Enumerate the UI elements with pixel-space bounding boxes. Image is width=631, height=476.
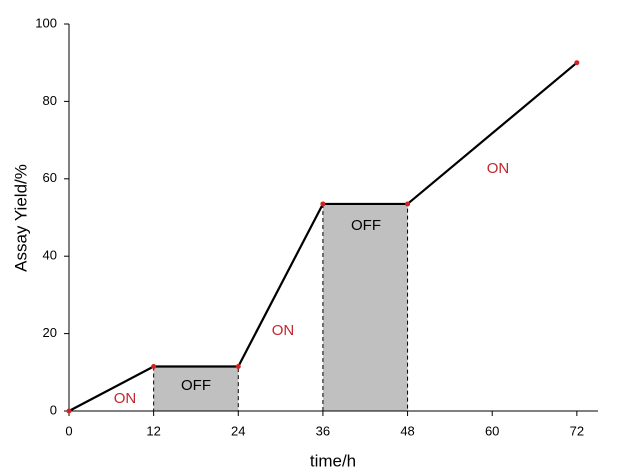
annotation: OFF xyxy=(181,377,211,394)
x-tick-label: 72 xyxy=(570,423,584,438)
off-region-border xyxy=(322,203,409,412)
annotation: OFF xyxy=(351,217,381,234)
x-tick-label: 36 xyxy=(316,423,330,438)
data-point xyxy=(405,201,411,207)
annotation: ON xyxy=(114,390,137,407)
data-point xyxy=(235,363,241,369)
data-point xyxy=(574,60,580,66)
y-axis-title: Assay Yield/% xyxy=(11,164,30,272)
data-point xyxy=(151,363,157,369)
y-tick-label: 80 xyxy=(43,93,57,108)
y-tick-label: 100 xyxy=(35,15,57,30)
x-tick-label: 12 xyxy=(146,423,160,438)
data-point xyxy=(66,408,72,414)
data-line xyxy=(68,61,578,412)
annotation: ON xyxy=(272,322,295,339)
off-region xyxy=(322,203,408,411)
x-axis-title: time/h xyxy=(310,451,356,470)
y-tick-label: 40 xyxy=(43,248,57,263)
y-tick-label: 0 xyxy=(50,402,57,417)
y-tick-label: 60 xyxy=(43,170,57,185)
x-tick-label: 24 xyxy=(231,423,245,438)
x-tick-label: 48 xyxy=(400,423,414,438)
annotation: ON xyxy=(487,160,510,177)
data-point xyxy=(320,201,326,207)
x-tick-label: 0 xyxy=(65,423,72,438)
x-tick-label: 60 xyxy=(485,423,499,438)
off-region xyxy=(153,366,239,411)
y-tick-label: 20 xyxy=(43,325,57,340)
